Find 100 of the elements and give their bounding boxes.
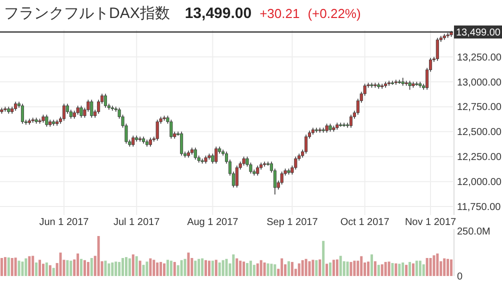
- x-tick-label: Jul 1 2017: [114, 217, 160, 228]
- bar: [180, 260, 183, 276]
- y-tick-label: 0: [457, 272, 463, 282]
- text: 13,499.00: [184, 5, 252, 22]
- bar: [52, 268, 55, 276]
- bar: [108, 263, 110, 276]
- bar: [135, 256, 138, 276]
- bar: [405, 264, 408, 276]
- bar: [318, 259, 322, 276]
- bar: [290, 262, 294, 276]
- bar: [4, 257, 6, 276]
- bar: [80, 258, 83, 276]
- bar: [388, 262, 390, 276]
- bar: [66, 260, 69, 276]
- bar: [156, 262, 159, 276]
- bar: [450, 259, 453, 276]
- bar: [402, 262, 404, 276]
- bar: [48, 265, 52, 276]
- bar: [418, 260, 422, 276]
- bar: [274, 264, 276, 276]
- bar: [249, 260, 252, 276]
- bar: [76, 253, 80, 276]
- bar: [236, 258, 238, 276]
- bar: [142, 264, 145, 276]
- bar: [436, 253, 439, 276]
- bar: [208, 260, 210, 276]
- bar: [298, 263, 300, 276]
- bar: [304, 258, 308, 276]
- bar: [35, 262, 38, 276]
- bar: [288, 261, 290, 276]
- bar: [432, 255, 436, 276]
- candlestick: [349, 114, 352, 128]
- bar: [70, 260, 72, 276]
- bar: [214, 260, 218, 276]
- bar: [367, 262, 370, 276]
- bar: [160, 262, 162, 276]
- bar: [322, 240, 325, 276]
- candlestick: [132, 135, 135, 148]
- candlestick: [62, 103, 66, 122]
- x-tick-label: Jun 1 2017: [39, 217, 90, 228]
- bar: [218, 262, 221, 276]
- text: +30.21: [260, 6, 300, 21]
- bar: [194, 260, 197, 276]
- bar: [377, 264, 380, 276]
- bar: [336, 259, 338, 276]
- bar: [263, 262, 266, 276]
- bar: [429, 258, 432, 276]
- bar: [380, 264, 384, 276]
- candlestick: [156, 119, 159, 142]
- bar: [222, 260, 224, 276]
- bar: [163, 263, 166, 276]
- bar: [426, 258, 428, 276]
- bar: [232, 254, 235, 276]
- bar: [308, 261, 311, 276]
- bar: [152, 260, 156, 276]
- bar: [59, 252, 62, 276]
- bar: [332, 260, 335, 276]
- bar: [7, 257, 10, 276]
- candlestick: [80, 105, 83, 118]
- bar: [412, 263, 414, 276]
- bar: [128, 258, 131, 276]
- bar: [260, 260, 262, 276]
- bar: [252, 264, 256, 276]
- candlestick: [20, 103, 24, 124]
- bar: [28, 256, 31, 276]
- bar: [339, 256, 342, 276]
- bar: [173, 262, 176, 276]
- bar: [111, 262, 114, 276]
- x-tick-label: Sep 1 2017: [266, 217, 318, 228]
- bar: [90, 258, 93, 276]
- y-tick-label: 12,500.00: [457, 127, 502, 138]
- bar: [246, 263, 248, 276]
- chart-title: フランクフルトDAX指数: [4, 5, 170, 22]
- y-tick-label: 11,750.00: [457, 202, 502, 214]
- candlestick: [170, 119, 173, 140]
- bar: [374, 261, 376, 276]
- bar: [391, 263, 394, 276]
- bar: [398, 264, 401, 276]
- bar: [138, 260, 142, 276]
- bar: [239, 260, 242, 276]
- bar: [146, 262, 148, 276]
- y-tick-label: 12,000.00: [457, 177, 502, 188]
- bar: [312, 260, 314, 276]
- x-tick-label: Nov 1 2017: [404, 217, 457, 228]
- bar: [326, 264, 328, 276]
- bar: [10, 258, 14, 276]
- bar: [350, 262, 352, 276]
- candlestick: [194, 147, 197, 160]
- bar: [315, 260, 318, 276]
- bar: [443, 258, 446, 276]
- candlestick: [180, 131, 184, 156]
- x-tick-label: Aug 1 2017: [187, 217, 239, 228]
- bar: [24, 258, 28, 276]
- candlestick: [90, 99, 94, 118]
- bar: [422, 264, 425, 276]
- bar: [242, 262, 246, 276]
- bar: [270, 264, 273, 276]
- bar: [14, 258, 17, 276]
- bar: [118, 262, 121, 276]
- bar: [201, 258, 204, 276]
